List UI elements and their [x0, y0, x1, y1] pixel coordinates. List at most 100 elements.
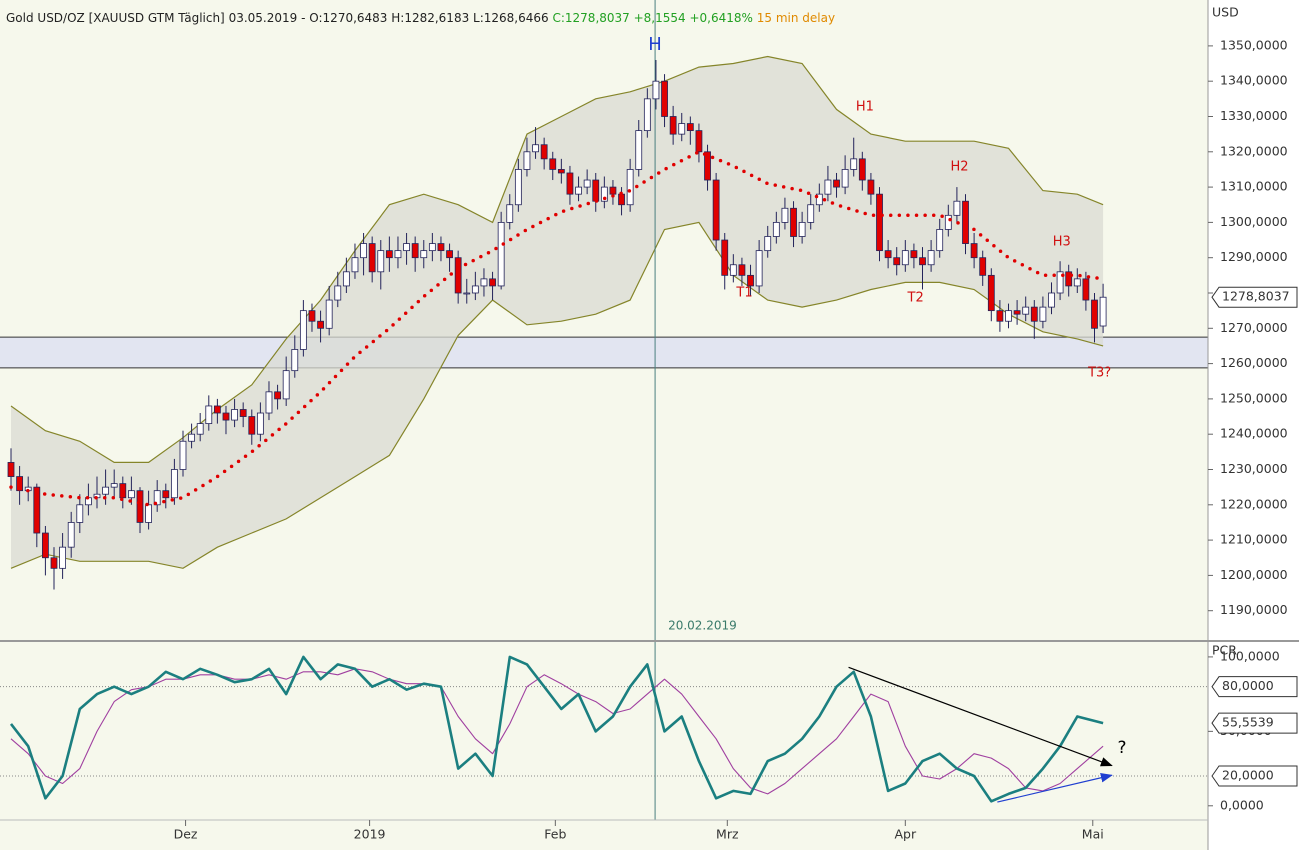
- candle-body: [979, 257, 987, 276]
- candle-body: [807, 204, 815, 223]
- price-tag: [1211, 286, 1298, 308]
- candle-body: [274, 391, 281, 400]
- instrument: Gold USD/OZ [XAUUSD GTM Täglich]: [6, 11, 225, 25]
- y-tick-label: 1230,0000: [1220, 461, 1288, 476]
- candle-body: [798, 221, 806, 237]
- candle-body: [643, 98, 651, 132]
- change: C:1278,8037 +8,1554 +0,6418%: [552, 11, 752, 25]
- band-middle: [9, 149, 1105, 507]
- candle-body: [265, 391, 273, 414]
- x-tick-label: 2019: [354, 827, 386, 842]
- candle-body: [1030, 306, 1038, 322]
- candle-body: [747, 274, 754, 287]
- candle-body: [661, 80, 668, 117]
- x-tick-label: Feb: [544, 827, 566, 842]
- date: 03.05.2019 -: [229, 11, 306, 25]
- candle-body: [944, 214, 952, 230]
- annotation: H2: [950, 159, 968, 174]
- candle-body: [815, 193, 823, 206]
- y-tick-label: 1270,0000: [1220, 320, 1288, 335]
- indicator-panel: ?: [0, 655, 1208, 803]
- candle-body: [953, 200, 961, 216]
- candle-body: [824, 179, 832, 195]
- candle-body: [16, 476, 24, 492]
- y-tick-label: 0,0000: [1220, 797, 1264, 812]
- annotation: T1: [735, 285, 752, 300]
- candle-body: [179, 440, 187, 470]
- candle-body: [532, 144, 539, 153]
- x-tick-label: Dez: [174, 827, 198, 842]
- x-tick-label: Mrz: [716, 827, 739, 842]
- candle-body: [1022, 306, 1030, 315]
- candle-body: [170, 469, 178, 499]
- y-tick-label: 1250,0000: [1220, 390, 1288, 405]
- candle-body: [110, 483, 118, 488]
- candle-body: [463, 292, 471, 295]
- candle-body: [764, 236, 772, 252]
- candle-body: [575, 186, 582, 195]
- y-tick-label: 1210,0000: [1220, 532, 1288, 547]
- candle-body: [377, 250, 385, 273]
- annotation: ?: [1117, 738, 1126, 758]
- candle-body: [970, 243, 978, 259]
- candle-body: [652, 80, 660, 100]
- candle-body: [239, 409, 247, 417]
- y-tick-label: 1330,0000: [1220, 108, 1288, 123]
- candle-body: [411, 243, 419, 259]
- candle-body: [342, 271, 350, 287]
- candle-body: [231, 409, 238, 421]
- candle-body: [291, 349, 299, 372]
- candle-body: [385, 250, 393, 259]
- indicator-line: [9, 655, 1104, 803]
- candle-body: [188, 433, 195, 442]
- candle-body: [205, 405, 213, 425]
- candle-body: [471, 285, 479, 294]
- candle-body: [592, 179, 600, 202]
- candle-body: [42, 532, 49, 559]
- candle-body: [695, 130, 703, 153]
- candle-body: [962, 200, 969, 244]
- y-tick-label: 1260,0000: [1220, 355, 1288, 370]
- candle-body: [299, 310, 307, 350]
- annotation: T3?: [1087, 365, 1111, 380]
- candle-body: [996, 310, 1004, 322]
- candle-body: [248, 416, 256, 435]
- candle-body: [222, 412, 230, 421]
- candle-body: [127, 490, 135, 499]
- candle-body: [1073, 278, 1081, 287]
- candle-body: [583, 179, 591, 188]
- candle-body: [196, 423, 204, 435]
- candle-body: [686, 123, 694, 132]
- candle-body: [721, 239, 729, 276]
- candle-body: [394, 250, 402, 259]
- candle-body: [368, 243, 376, 273]
- y-tick-label: 1290,0000: [1220, 249, 1288, 264]
- trend-arrow: [848, 666, 1113, 767]
- trend-arrow: [997, 773, 1113, 803]
- candle-body: [772, 221, 780, 237]
- candle-body: [1056, 271, 1064, 294]
- candle-body: [833, 179, 840, 188]
- candle-body: [437, 243, 445, 252]
- candle-body: [7, 462, 15, 477]
- candle-body: [308, 310, 316, 322]
- candle-body: [67, 522, 75, 548]
- y-tick-label: 1190,0000: [1220, 602, 1288, 617]
- y-axis-label: USD: [1212, 5, 1239, 20]
- band-lower: [10, 221, 1104, 569]
- candle-body: [334, 285, 342, 301]
- delay: 15 min delay: [757, 11, 835, 25]
- candle-body: [729, 264, 737, 276]
- candle-body: [282, 370, 290, 400]
- candle-body: [523, 151, 531, 170]
- y-tick-label: 1200,0000: [1220, 567, 1288, 582]
- candle-body: [858, 158, 866, 181]
- candle-body: [325, 299, 333, 329]
- candle-body: [1082, 278, 1090, 301]
- candle-body: [557, 169, 565, 174]
- candle-body: [213, 405, 221, 414]
- candle-body: [50, 557, 58, 569]
- y-tick-label: 1310,0000: [1220, 179, 1288, 194]
- axis-background: [1208, 0, 1299, 850]
